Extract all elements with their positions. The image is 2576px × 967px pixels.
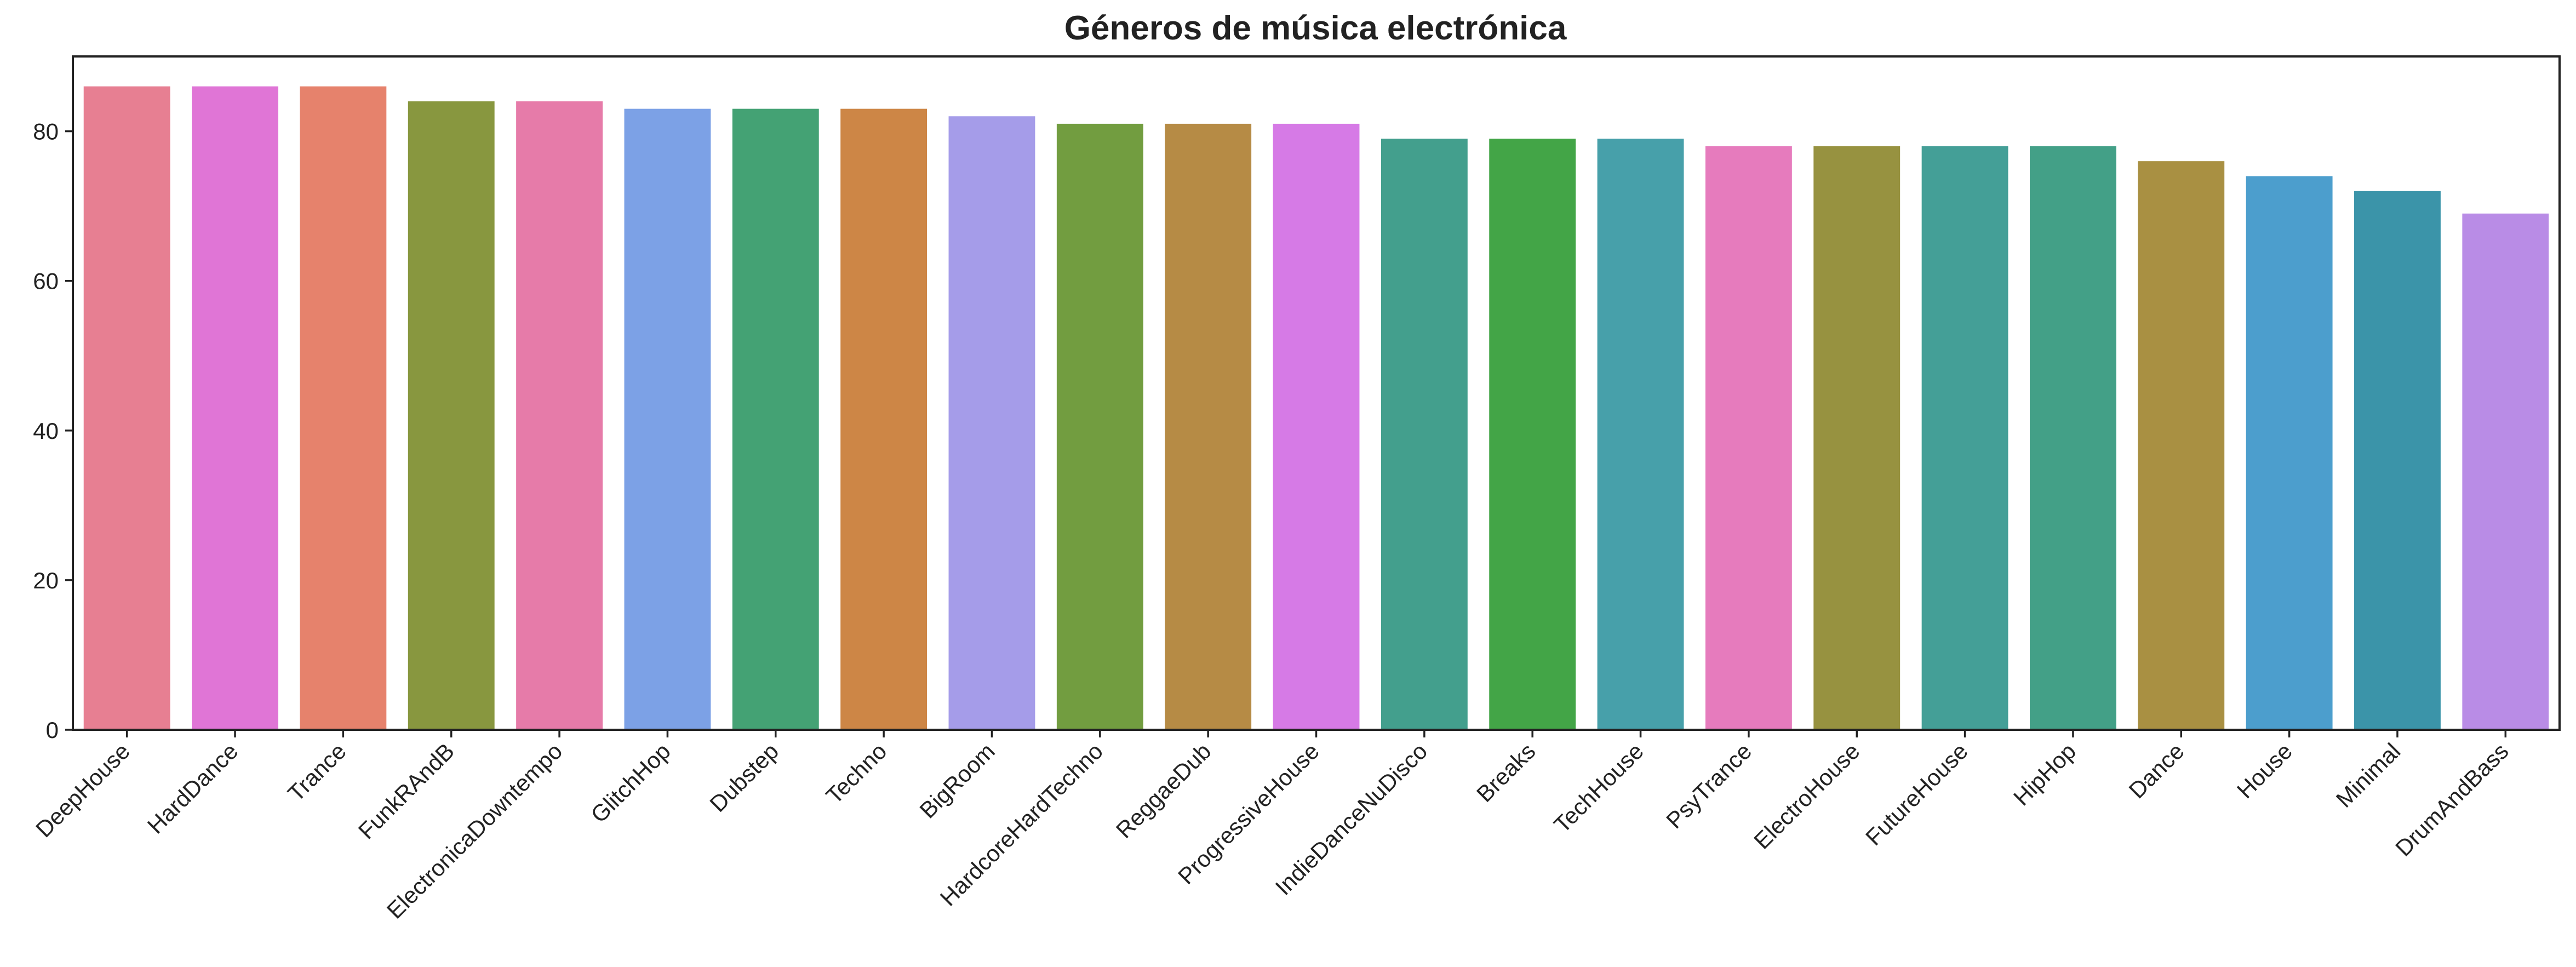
x-tick-label-techhouse: TechHouse (1549, 738, 1648, 838)
bar-dubstep (732, 108, 819, 730)
x-tick-label-dance: Dance (2124, 738, 2189, 803)
x-tick-label-reggaedub: ReggaeDub (1111, 738, 1216, 843)
x-tick-label-glitchhop: GlitchHop (586, 738, 676, 828)
bar-harddance (192, 86, 278, 730)
chart-title: Géneros de música electrónica (1064, 9, 1567, 47)
x-tick-label-drumandbass: DrumAndBass (2390, 738, 2514, 861)
bar-drumandbass (2462, 213, 2549, 730)
bar-indiedancenudisco (1381, 139, 1468, 730)
y-axis: 0 20 40 60 80 (33, 119, 73, 743)
bar-trance (300, 86, 387, 730)
x-tick-label-bigroom: BigRoom (914, 738, 999, 823)
bar-bigroom (948, 116, 1035, 730)
bar-psytrance (1705, 146, 1792, 730)
bar-electrohouse (1813, 146, 1900, 730)
y-tick-label: 0 (46, 717, 59, 743)
x-tick-label-psytrance: PsyTrance (1661, 738, 1756, 833)
x-tick-label-electrohouse: ElectroHouse (1749, 738, 1865, 854)
bar-electronicadowntempo (516, 101, 603, 730)
x-axis: DeepHouse HardDance Trance FunkRAndBElectro… (31, 730, 2514, 924)
x-tick-label-electronicadowntempo: ElectronicaDowntempo (382, 738, 568, 924)
bar-house (2246, 176, 2333, 730)
plot-frame (72, 55, 2561, 731)
bars-group (83, 86, 2549, 730)
bar-progressivehouse (1273, 123, 1360, 730)
y-tick-label: 60 (33, 268, 59, 294)
x-tick-label-hiphop: HipHop (2008, 738, 2081, 810)
x-tick-label-funkrandb: FunkRAndB (353, 738, 459, 844)
x-tick-label-futurehouse: FutureHouse (1861, 738, 1973, 850)
y-tick-label: 40 (33, 418, 59, 444)
x-tick-label-harddance: HardDance (142, 738, 243, 838)
bar-hardcorehardtechno (1056, 123, 1143, 730)
bar-techhouse (1597, 139, 1684, 730)
y-tick-label: 80 (33, 119, 59, 145)
x-tick-label-minimal: Minimal (2331, 738, 2406, 812)
y-tick-label: 20 (33, 568, 59, 593)
x-tick-label-house: House (2232, 738, 2297, 803)
x-tick-label-techno: Techno (821, 738, 891, 809)
x-tick-label-dubstep: Dubstep (705, 738, 783, 817)
bar-breaks (1489, 139, 1576, 730)
bar-futurehouse (1921, 146, 2008, 730)
bar-minimal (2354, 191, 2441, 730)
bar-hiphop (2029, 146, 2116, 730)
bar-reggaedub (1165, 123, 1252, 730)
x-tick-label-deephouse: DeepHouse (31, 738, 135, 842)
x-tick-label-trance: Trance (283, 738, 351, 806)
x-tick-label-breaks: Breaks (1472, 738, 1541, 807)
bar-funkrandb (408, 101, 495, 730)
bar-glitchhop (624, 108, 711, 730)
bar-deephouse (83, 86, 170, 730)
bar-techno (840, 108, 928, 730)
bar-dance (2138, 161, 2225, 730)
